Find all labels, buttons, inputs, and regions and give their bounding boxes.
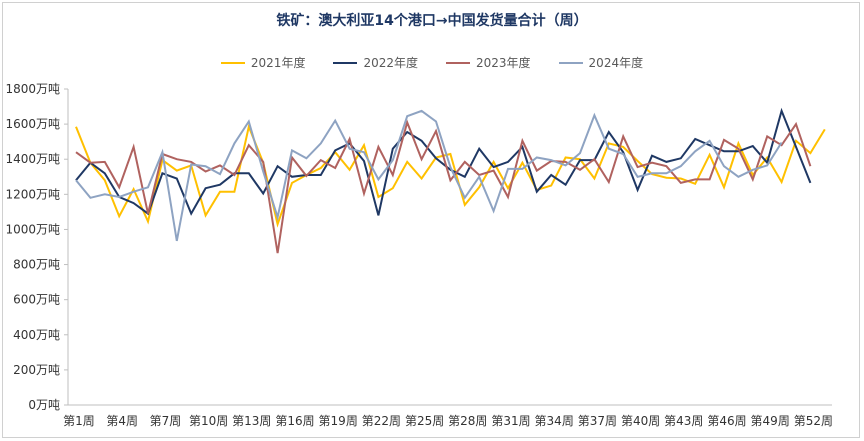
x-tick-label: 第4周 [106,414,138,428]
series-line-2024年度 [75,109,783,242]
legend-label: 2021年度 [250,56,306,70]
y-tick-label: 1400万吨 [5,152,60,166]
legend-swatch [220,61,245,64]
x-tick-label: 第7周 [150,414,182,428]
x-tick-label: 第37周 [578,414,617,428]
legend-swatch [333,61,358,64]
x-tick-label: 第28周 [448,414,487,428]
legend-item-2021[interactable]: 2021年度 [220,54,306,71]
x-tick-label: 第49周 [751,414,790,428]
y-tick-label: 1000万吨 [5,222,60,236]
y-tick-label: 400万吨 [13,328,60,342]
legend-item-2024[interactable]: 2024年度 [558,54,644,71]
legend-label: 2023年度 [476,56,531,70]
series-line-2023年度 [75,119,812,254]
y-tick-label: 600万吨 [13,293,60,307]
x-tick-label: 第1周 [63,414,95,428]
x-tick-label: 第16周 [275,414,314,428]
series-line-2021年度 [75,123,826,228]
legend-item-2022[interactable]: 2022年度 [333,54,418,71]
x-tick-label: 第13周 [232,414,271,428]
y-tick-label: 800万吨 [13,258,60,272]
y-tick-label: 1600万吨 [5,117,60,131]
x-tick-label: 第52周 [794,414,833,428]
legend: 2021年度 2022年度 2023年度 2024年度 [0,54,864,71]
x-tick-label: 第34周 [535,414,574,428]
x-tick-label: 第25周 [405,414,444,428]
y-tick-label: 1200万吨 [5,187,60,201]
x-tick-label: 第10周 [189,414,228,428]
x-tick-label: 第22周 [362,414,401,428]
x-tick-label: 第46周 [707,414,746,428]
x-tick-label: 第31周 [491,414,530,428]
chart-title: 铁矿：澳大利亚14个港口→中国发货量合计（周） [276,13,588,29]
y-tick-label: 1800万吨 [5,82,60,96]
legend-item-2023[interactable]: 2023年度 [446,54,531,71]
x-tick-label: 第40周 [621,414,660,428]
legend-swatch [558,61,583,64]
legend-label: 2022年度 [363,56,418,70]
series-line-2022年度 [75,107,812,216]
legend-swatch [446,61,470,64]
legend-label: 2024年度 [588,56,644,70]
x-tick-label: 第43周 [664,414,703,428]
x-tick-label: 第19周 [319,414,358,428]
y-tick-label: 0万吨 [28,398,60,412]
y-tick-label: 200万吨 [13,363,60,377]
